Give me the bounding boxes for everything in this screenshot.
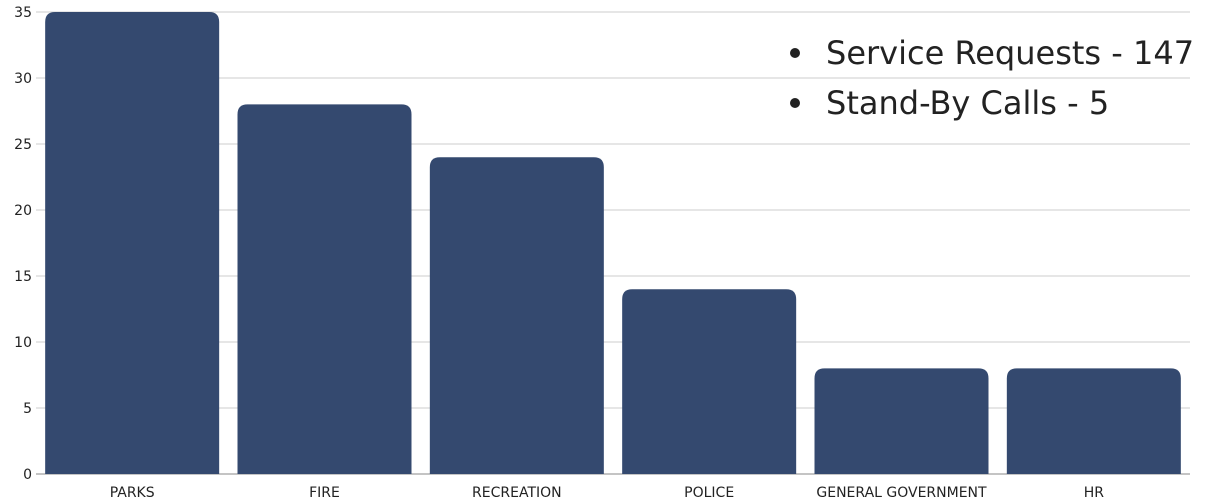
x-tick-label: PARKS [110,485,155,501]
y-tick-label: 0 [23,467,32,483]
summary-annotation-list: Service Requests - 147 Stand-By Calls - … [790,28,1194,128]
bar-fire [237,104,412,475]
annotation-text: Service Requests - 147 [826,34,1195,72]
x-tick-label: GENERAL GOVERNMENT [816,485,987,501]
y-tick-label: 25 [14,137,32,153]
x-tick-label: HR [1084,485,1105,501]
grid-lines [36,11,1190,475]
bullet-icon [790,98,800,108]
y-tick-label: 10 [14,335,32,351]
y-tick-label: 20 [14,203,32,219]
y-tick-label: 35 [14,5,32,21]
y-tick-label: 30 [14,71,32,87]
annotation-stand-by-calls: Stand-By Calls - 5 [790,78,1194,128]
bar-hr [1006,368,1181,474]
x-tick-label: POLICE [684,485,734,501]
x-axis-labels: PARKS FIRE RECREATION POLICE GENERAL GOVERNM… [110,485,1105,501]
bar-recreation [429,157,604,474]
annotation-text: Stand-By Calls - 5 [826,84,1110,122]
y-axis-ticks: 0 5 10 15 20 25 30 35 [14,5,32,483]
bar-police [622,289,797,474]
bullet-icon [790,48,800,58]
bar-general-government [814,368,989,474]
annotation-service-requests: Service Requests - 147 [790,28,1194,78]
bar-parks [45,12,220,474]
y-tick-label: 15 [14,269,32,285]
x-tick-label: FIRE [309,485,340,501]
bars [45,12,1181,475]
y-tick-label: 5 [23,401,32,417]
x-tick-label: RECREATION [472,485,562,501]
